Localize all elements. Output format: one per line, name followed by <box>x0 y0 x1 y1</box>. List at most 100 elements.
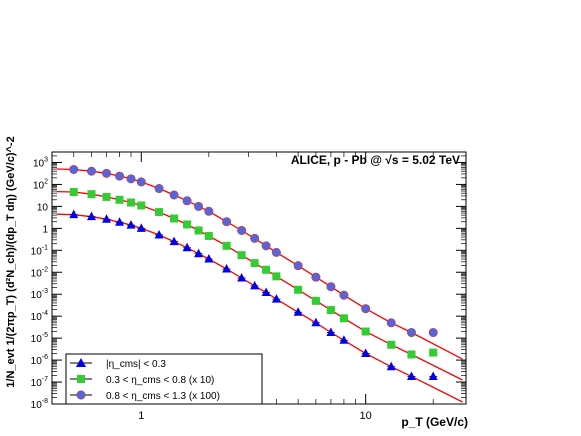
y-tick-label: 10-1 <box>31 244 48 257</box>
legend-label-2: 0.3 < η_cms < 0.8 (x 10) <box>106 375 214 386</box>
data-point-triangle <box>182 242 192 252</box>
data-point-square <box>429 348 438 357</box>
y-axis-label: 1/N_evt 1/(2πp_T) (d²N_ch)/(dp_T dη) (Ge… <box>5 136 17 387</box>
data-point-circle <box>237 225 247 235</box>
legend-label-1: |η_cms| < 0.3 <box>106 359 166 370</box>
data-point-square <box>250 259 259 268</box>
data-point-triangle <box>428 371 438 380</box>
legend-circle-marker <box>76 390 86 400</box>
data-point-circle <box>136 177 146 187</box>
data-point-triangle <box>154 229 164 239</box>
x-tick-label: 10 <box>360 410 372 422</box>
data-point-square <box>102 192 111 201</box>
data-point-circle <box>222 217 232 227</box>
legend-square-marker <box>77 375 85 383</box>
data-point-circle <box>406 328 416 338</box>
data-point-circle <box>194 201 204 211</box>
data-point-circle <box>69 164 79 174</box>
data-point-circle <box>293 261 303 271</box>
data-point-triangle <box>222 264 232 273</box>
data-point-triangle <box>406 371 416 380</box>
data-point-circle <box>326 282 336 292</box>
data-point-circle <box>115 171 125 181</box>
data-point-square <box>87 190 96 199</box>
y-tick-label: 1 <box>42 224 48 235</box>
chart-title: ALICE, p - Pb @ √s = 5.02 TeV <box>291 153 460 167</box>
data-point-square <box>361 327 370 336</box>
y-tick-label: 10-7 <box>31 376 48 389</box>
legend-label-3: 0.8 < η_cms < 1.3 (x 100) <box>106 391 220 402</box>
y-tick-label: 10 <box>37 202 49 213</box>
data-point-triangle <box>204 254 214 263</box>
data-point-circle <box>250 233 260 243</box>
data-point-square <box>183 220 192 229</box>
data-point-circle <box>204 206 214 216</box>
y-tick-label: 10-5 <box>31 332 48 345</box>
data-point-square <box>127 198 136 207</box>
data-point-circle <box>311 272 321 282</box>
data-point-triangle <box>194 248 204 258</box>
data-point-square <box>387 340 396 349</box>
data-point-triangle <box>115 217 125 226</box>
data-point-circle <box>154 184 164 194</box>
data-point-triangle <box>311 317 321 327</box>
x-axis-label: p_T (GeV/c) <box>401 415 468 429</box>
data-point-circle <box>87 166 97 176</box>
data-point-triangle <box>386 361 396 371</box>
data-point-triangle <box>271 294 281 303</box>
data-point-triangle <box>102 214 112 223</box>
data-point-triangle <box>361 348 371 357</box>
legend: |η_cms| < 0.3 0.3 < η_cms < 0.8 (x 10) 0… <box>65 353 263 405</box>
legend-triangle-marker <box>76 358 86 367</box>
data-point-square <box>222 241 231 250</box>
legend-entry-2: 0.3 < η_cms < 0.8 (x 10) <box>70 375 214 386</box>
data-point-square <box>137 201 146 210</box>
data-point-circle <box>169 190 179 200</box>
data-point-square <box>262 265 271 274</box>
legend-entry-1: |η_cms| < 0.3 <box>70 358 166 370</box>
data-point-square <box>155 208 164 217</box>
y-tick-label: 10-8 <box>31 398 48 411</box>
data-point-triangle <box>136 223 146 232</box>
y-tick-label: 10-4 <box>31 310 48 323</box>
data-point-triangle <box>293 307 303 316</box>
data-point-triangle <box>250 280 260 290</box>
y-tick-label: 103 <box>33 156 48 169</box>
y-tick-label: 10-6 <box>31 354 48 367</box>
data-point-square <box>326 306 335 315</box>
data-point-square <box>294 285 303 294</box>
legend-entry-3: 0.8 < η_cms < 1.3 (x 100) <box>70 390 220 402</box>
y-tick-label: 10-2 <box>31 266 48 279</box>
data-point-circle <box>102 168 112 178</box>
y-tick-label: 10-3 <box>31 288 48 301</box>
data-point-square <box>204 231 213 240</box>
data-point-circle <box>261 241 271 251</box>
data-point-square <box>407 350 416 359</box>
data-point-square <box>194 226 203 235</box>
x-tick-label: 1 <box>138 410 144 422</box>
data-point-triangle <box>126 220 136 229</box>
y-tick-label: 102 <box>33 178 48 191</box>
legend-box <box>65 353 263 405</box>
data-point-square <box>115 195 124 204</box>
fit-curve-2 <box>56 190 463 381</box>
data-points <box>69 164 438 380</box>
data-point-circle <box>428 328 438 338</box>
data-point-circle <box>339 290 349 300</box>
data-point-triangle <box>339 335 349 344</box>
data-point-triangle <box>237 272 247 282</box>
data-point-square <box>311 296 320 305</box>
data-point-circle <box>271 247 281 257</box>
data-point-triangle <box>326 327 336 337</box>
data-point-square <box>69 188 78 197</box>
data-point-circle <box>361 304 371 314</box>
data-point-square <box>272 272 281 281</box>
data-point-triangle <box>169 236 179 246</box>
data-point-triangle <box>69 209 79 219</box>
data-point-circle <box>182 196 192 206</box>
data-point-circle <box>386 318 396 328</box>
data-point-triangle <box>261 287 271 296</box>
data-point-square <box>237 251 246 260</box>
data-point-square <box>339 314 348 323</box>
data-point-circle <box>126 174 136 184</box>
